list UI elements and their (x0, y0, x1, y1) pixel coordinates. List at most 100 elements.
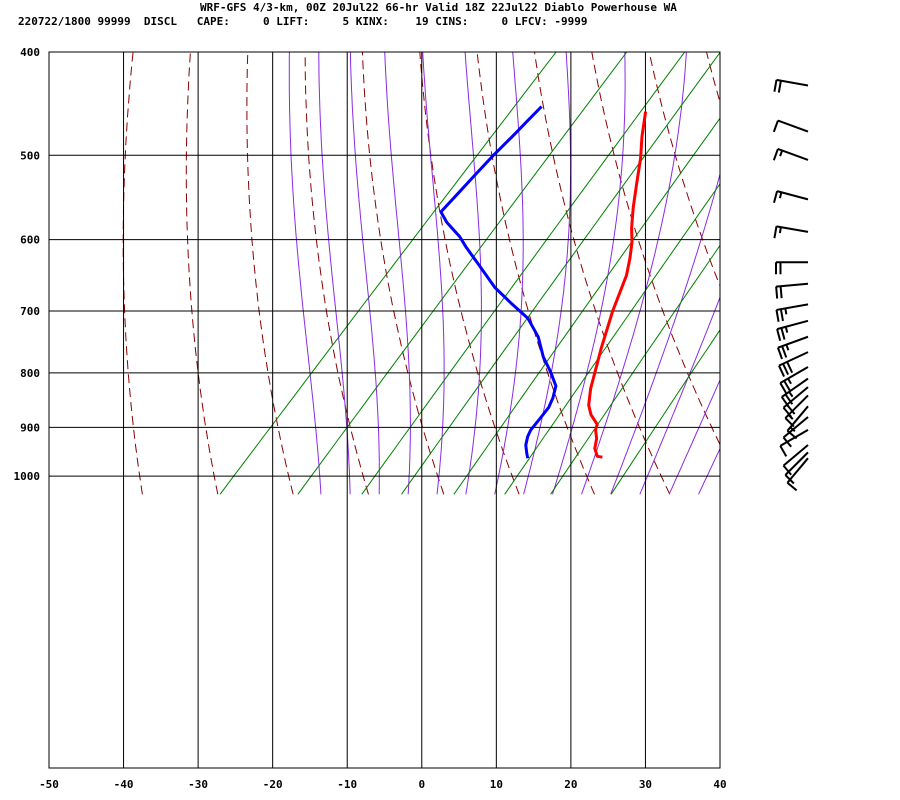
moist-adiabat-line (349, 52, 380, 495)
dry-adiabat-line (821, 52, 900, 494)
moist-adiabat-line (318, 52, 351, 495)
x-tick-label: -50 (39, 778, 59, 791)
mixing-ratio-line (610, 329, 720, 495)
wind-barb-flag (773, 226, 778, 239)
wind-barb-staff (776, 319, 809, 331)
moist-adiabat-line (464, 52, 482, 495)
wind-barb-staff (776, 78, 809, 87)
moist-adiabat-line (422, 52, 445, 495)
x-tick-label: -20 (263, 778, 283, 791)
moist-adiabat-line (728, 52, 900, 494)
x-tick-label: 20 (564, 778, 577, 791)
wind-barb-half-flag (785, 344, 790, 351)
wind-barb-flag (772, 148, 779, 161)
dry-adiabat-line (591, 52, 720, 446)
wind-barb-flag (779, 308, 784, 322)
wind-barb-flag (775, 286, 779, 299)
wind-barb-flag (772, 120, 779, 133)
wind-barb-staff (779, 429, 809, 447)
dry-adiabat-line (122, 52, 143, 495)
mixing-ratio-line (550, 244, 720, 495)
sounding-series (439, 105, 648, 459)
mixing-ratio-line (361, 52, 686, 495)
wind-barb-flag (782, 464, 792, 476)
wind-barb-flag (776, 347, 783, 360)
wind-barb-staff (786, 457, 809, 484)
x-tick-label: 0 (418, 778, 425, 791)
wind-barb-half-flag (779, 150, 784, 157)
header-line-2: 220722/1800 99999 DISCL CAPE: 0 LIFT: 5 … (18, 15, 588, 28)
y-tick-label: 800 (20, 367, 40, 380)
plot-border (48, 51, 721, 769)
wind-barb-flag (786, 404, 796, 415)
dry-adiabat-line (534, 52, 671, 495)
wind-barb-flag (778, 365, 785, 377)
mixing-ratio-lines (219, 52, 720, 495)
dry-adiabat-line (764, 52, 900, 494)
plot-frame (48, 51, 721, 769)
moist-adiabat-line (668, 378, 720, 495)
temperature-line (587, 111, 648, 459)
wind-barb-flag (779, 382, 788, 394)
wind-barb-flag (780, 327, 786, 340)
wind-barb-flag (781, 345, 788, 358)
dry-adiabat-line (304, 52, 369, 495)
wind-barb-flag (776, 328, 782, 341)
y-tick-label: 500 (20, 149, 40, 162)
mixing-ratio-line (401, 52, 720, 495)
wind-barb-flag (784, 393, 794, 405)
y-tick-label: 1000 (14, 470, 41, 483)
wind-barb-flag (786, 481, 798, 492)
mixing-ratio-line (219, 52, 557, 495)
wind-barb-half-flag (784, 326, 789, 333)
dry-adiabat-line (879, 52, 900, 494)
dry-adiabat-line (706, 52, 720, 104)
wind-barb-staff (784, 451, 809, 476)
wind-barb-flag (779, 286, 783, 299)
wind-barb-half-flag (778, 192, 783, 199)
moist-adiabat-line (610, 172, 720, 495)
moist-adiabat-line (288, 52, 322, 495)
tick-labels: -50 -40 -30 -20 -10 0 10 20 30 40 400 500 600 700 800 9… (14, 46, 727, 791)
moist-adiabat-line (494, 52, 524, 495)
dewpoint-line (439, 105, 558, 459)
mixing-ratio-line (504, 183, 720, 495)
wind-barb-staff (782, 416, 809, 439)
grid (48, 51, 721, 768)
wind-barb-staff (781, 377, 809, 398)
wind-barb-staff (777, 335, 809, 349)
moist-adiabat-line (698, 447, 720, 495)
x-tick-label: -40 (114, 778, 134, 791)
moist-adiabat-line (552, 52, 626, 495)
wind-barb-half-flag (787, 378, 792, 385)
header-line-1: WRF-GFS 4/3-km, 00Z 20Jul22 66-hr Valid … (200, 1, 677, 14)
y-tick-label: 600 (20, 234, 40, 247)
mixing-ratio-line (297, 52, 628, 495)
wind-barb-half-flag (787, 414, 794, 420)
wind-barb-staff (782, 386, 809, 409)
wind-barb-half-flag (778, 226, 782, 234)
x-tick-label: 30 (639, 778, 652, 791)
wind-barb-staff (776, 303, 809, 311)
wind-barb-half-flag (784, 308, 788, 315)
wind-barb-flag (777, 80, 782, 93)
y-tick-label: 700 (20, 305, 40, 318)
wind-barb-staff (776, 225, 809, 233)
moist-adiabat-line (384, 52, 411, 495)
wind-barb-staff (777, 119, 809, 133)
x-tick-label: -10 (337, 778, 357, 791)
dry-adiabat-line (361, 52, 445, 495)
wind-barb-flag (773, 79, 778, 92)
dry-adiabat-line (185, 52, 219, 495)
mixing-ratio-line (453, 117, 720, 495)
dry-adiabat-line (246, 52, 294, 495)
wind-barb-flag (786, 361, 794, 374)
x-tick-label: 10 (490, 778, 503, 791)
wind-barb-flag (779, 445, 788, 457)
dry-adiabat-line (419, 52, 520, 495)
wind-barbs (772, 78, 809, 492)
wind-barb-staff (776, 190, 809, 201)
x-tick-label: 40 (713, 778, 726, 791)
dry-adiabats (122, 52, 900, 495)
